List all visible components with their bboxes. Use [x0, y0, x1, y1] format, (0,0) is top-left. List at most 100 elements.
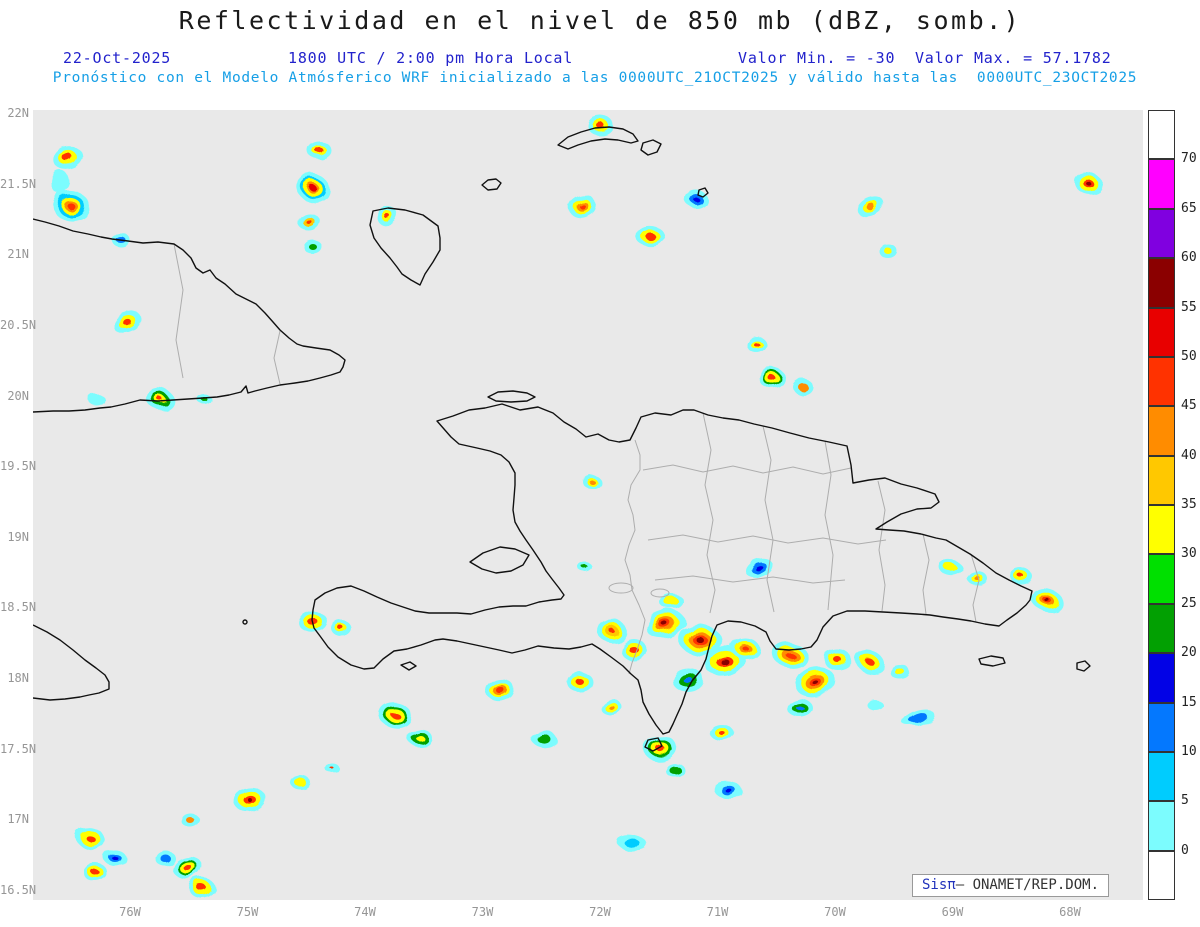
- y-tick-label: 17.5N: [0, 741, 37, 756]
- storm-cell: [746, 336, 766, 352]
- colorbar-segment: [1148, 653, 1175, 703]
- storm-cell: [890, 665, 910, 679]
- storm-cell: [51, 170, 69, 194]
- coastline-jamaica: [33, 624, 110, 701]
- x-tick-label: 71W: [706, 905, 729, 919]
- storm-cell: [146, 387, 174, 411]
- storm-cell: [104, 850, 126, 866]
- islands-caicos-east: [640, 139, 662, 156]
- island-beata: [644, 737, 663, 752]
- province-line: [922, 533, 930, 615]
- attribution-box: Sisπ— ONAMET/REP.DOM.: [912, 874, 1110, 897]
- storm-cell: [75, 826, 105, 850]
- valid-time: 1800 UTC / 2:00 pm Hora Local: [288, 49, 574, 67]
- storm-cell: [1010, 568, 1032, 584]
- colorbar-level-label: 65: [1181, 200, 1197, 216]
- y-tick-label: 18.5N: [0, 600, 37, 615]
- storm-cell: [588, 116, 614, 136]
- colorbar-segment: [1148, 110, 1175, 160]
- coastlines: [33, 126, 1091, 752]
- colorbar-segment: [1148, 505, 1175, 555]
- storm-cell: [902, 709, 934, 727]
- colorbar-level-label: 35: [1181, 497, 1197, 512]
- colorbar-segment: [1148, 159, 1175, 209]
- colorbar-level-label: 55: [1181, 299, 1197, 315]
- storm-cell: [1074, 172, 1104, 196]
- storm-cell: [787, 699, 813, 717]
- storm-cell: [189, 878, 215, 898]
- colorbar: [1148, 110, 1175, 900]
- colorbar-segment: [1148, 406, 1175, 456]
- colorbar-segment: [1148, 455, 1175, 505]
- storm-cell: [1030, 586, 1064, 614]
- brand-label: Sisπ: [922, 877, 956, 893]
- x-tick-label: 68W: [1059, 905, 1081, 919]
- colorbar-level-label: 0: [1181, 842, 1189, 858]
- colorbar-level-label: 5: [1181, 793, 1189, 809]
- x-tick-label: 72W: [589, 905, 611, 919]
- colorbar-segment: [1148, 356, 1175, 407]
- storm-cell: [758, 366, 786, 390]
- y-tick-label: 18N: [7, 671, 29, 686]
- y-tick-label: 21.5N: [0, 176, 37, 191]
- island-saona: [978, 655, 1006, 667]
- coastline-cuba: [33, 218, 346, 413]
- colorbar-segment: [1148, 751, 1175, 802]
- province-line-cuba: [173, 243, 184, 379]
- colorbar-level-label: 60: [1181, 250, 1197, 266]
- storm-cell: [635, 224, 665, 248]
- storm-cell: [83, 863, 107, 881]
- province-borders: [173, 243, 980, 675]
- colorbar-segment: [1148, 208, 1175, 259]
- storm-cell: [486, 678, 514, 702]
- province-line: [647, 534, 887, 545]
- map-plot: [33, 110, 1143, 900]
- province-line: [654, 575, 846, 584]
- org-label: — ONAMET/REP.DOM.: [955, 877, 1100, 893]
- storm-cell: [376, 206, 398, 226]
- storm-cell: [686, 191, 708, 209]
- island-tortue: [487, 390, 536, 403]
- min-max-values: Valor Min. = -30 Valor Max. = 57.1782: [738, 49, 1112, 67]
- storm-cell: [678, 623, 722, 657]
- colorbar-segment: [1148, 258, 1175, 308]
- x-tick-label: 70W: [824, 905, 846, 919]
- storm-cell: [331, 620, 351, 636]
- y-tick-label: 16.5N: [0, 883, 37, 898]
- storm-cell: [296, 173, 330, 203]
- colorbar-level-label: 50: [1181, 348, 1197, 364]
- island-mona: [1076, 660, 1091, 672]
- storm-cell: [939, 559, 963, 577]
- colorbar-level-label: 20: [1181, 645, 1197, 661]
- storm-cell: [645, 610, 685, 638]
- storm-cell: [290, 775, 310, 789]
- storm-cell: [660, 594, 684, 610]
- lake-outline: [650, 588, 670, 598]
- y-tick-label: 17N: [7, 812, 29, 827]
- x-tick-label: 74W: [354, 905, 376, 919]
- storm-cell: [855, 650, 885, 674]
- colorbar-level-label: 10: [1181, 743, 1197, 759]
- island-grand-turk: [697, 187, 709, 198]
- x-tick-label: 69W: [941, 905, 964, 919]
- storm-cell: [567, 672, 593, 692]
- province-line: [970, 553, 980, 623]
- colorbar-level-label: 70: [1181, 151, 1197, 167]
- island-ile-a-vache: [400, 661, 417, 671]
- page-title: Reflectividad en el nivel de 850 mb (dBZ…: [178, 6, 1022, 35]
- storm-cell: [173, 856, 203, 880]
- forecast-date: 22-Oct-2025: [63, 49, 172, 67]
- storm-cell: [181, 813, 199, 827]
- island-little-inagua: [481, 178, 502, 191]
- storm-cell: [672, 668, 704, 692]
- colorbar-level-label: 25: [1181, 595, 1197, 611]
- y-tick-label: 19N: [7, 529, 29, 544]
- storm-cell: [731, 638, 759, 658]
- storm-cell: [795, 666, 835, 698]
- colorbar-level-label: 30: [1181, 546, 1197, 562]
- storm-cell: [307, 141, 331, 159]
- storm-cell: [616, 834, 648, 852]
- province-line-cuba: [273, 330, 281, 385]
- map-svg: [33, 116, 1104, 898]
- island-great-inagua: [369, 207, 441, 286]
